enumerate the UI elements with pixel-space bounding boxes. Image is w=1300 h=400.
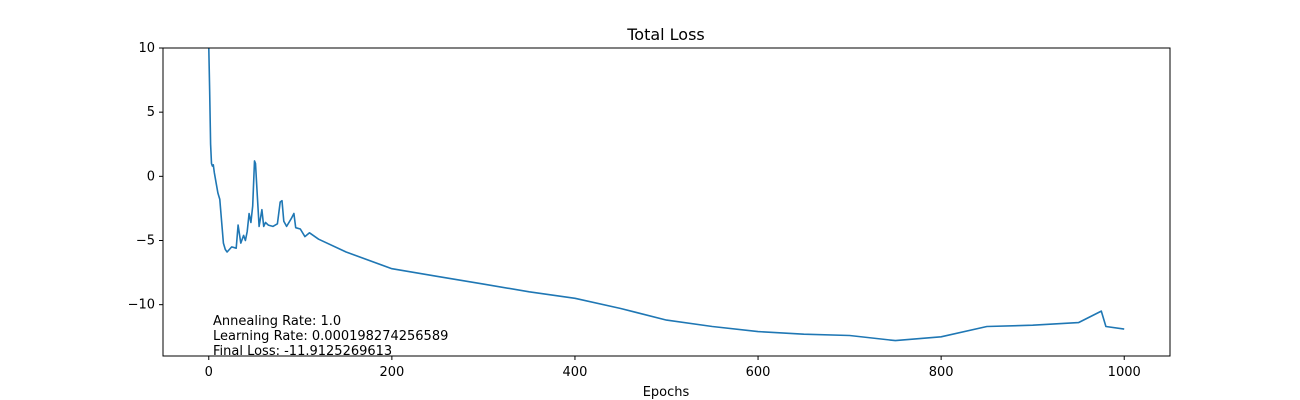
x-tick-label: 1000 — [1108, 365, 1141, 380]
plot-background — [163, 48, 1170, 356]
plot-frame — [162, 47, 1171, 357]
y-tick-label: 0 — [147, 169, 155, 184]
x-tick-label: 800 — [929, 365, 954, 380]
y-tick-label: 5 — [147, 105, 155, 120]
series-line-0 — [208, 48, 1125, 342]
x-axis-label: Epochs — [643, 385, 690, 400]
annotation-text: Annealing Rate: 1.0 — [213, 314, 341, 329]
annotation-text: Learning Rate: 0.000198274256589 — [213, 329, 448, 344]
x-tick-label: 400 — [563, 365, 588, 380]
y-tick-label: 10 — [138, 41, 155, 56]
x-tick-label: 200 — [379, 365, 404, 380]
y-tick-label: −5 — [136, 234, 155, 249]
tick-layer: 0 200 400 600 800 1000 10 5 0 −5 −10 — [128, 41, 1141, 380]
chart-title: Total Loss — [626, 25, 705, 44]
y-tick-label: −10 — [128, 298, 155, 313]
annotation-text: Final Loss: -11.9125269613 — [213, 344, 392, 359]
x-tick-label: 0 — [205, 365, 213, 380]
series-layer — [208, 48, 1125, 342]
x-tick-label: 600 — [746, 365, 771, 380]
